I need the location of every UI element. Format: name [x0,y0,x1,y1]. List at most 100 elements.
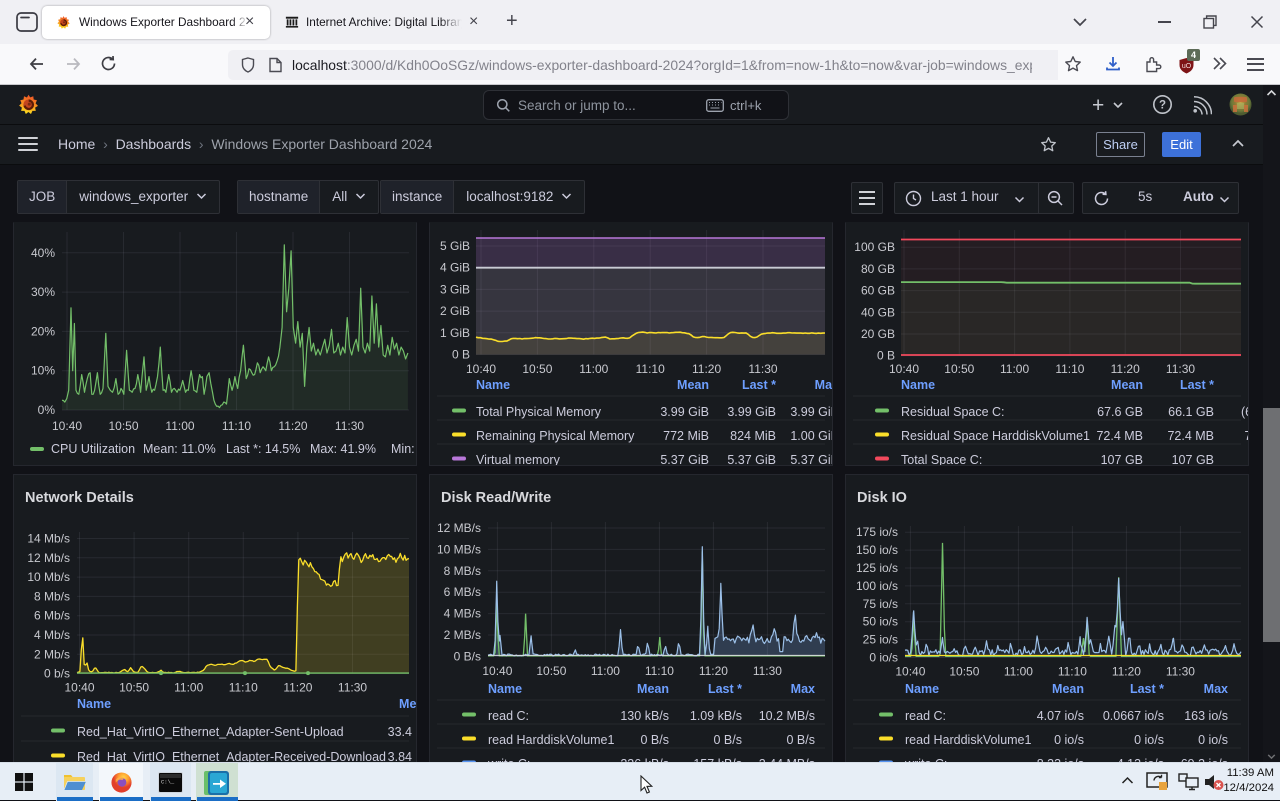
svg-text:10:40: 10:40 [482,664,512,678]
svg-text:4 GiB: 4 GiB [440,261,470,275]
svg-text:14 Mb/s: 14 Mb/s [27,532,70,546]
svg-text:0%: 0% [38,403,56,417]
svg-text:Total Physical Memory: Total Physical Memory [476,405,602,419]
svg-text:69.3 io/s: 69.3 io/s [1181,757,1228,762]
svg-text:?: ? [1159,100,1166,112]
svg-text:150 io/s: 150 io/s [856,543,898,557]
svg-text:0 io/s: 0 io/s [1198,733,1228,747]
svg-text:11:20: 11:20 [278,419,307,433]
svg-text:Last *: Last * [1130,682,1164,696]
svg-text:12 MB/s: 12 MB/s [437,521,481,535]
svg-text:3.84: 3.84 [388,750,412,762]
svg-text:Mean: Mean [677,378,709,392]
svg-text:6 Mb/s: 6 Mb/s [34,609,70,623]
svg-text:0 b/s: 0 b/s [44,667,70,681]
svg-text:0 B/s: 0 B/s [787,733,816,747]
svg-text:Max: Max [1204,682,1228,696]
svg-text:0 B/s: 0 B/s [454,649,481,663]
svg-text:80 GB: 80 GB [861,262,895,276]
svg-text:75 io/s: 75 io/s [863,597,898,611]
svg-text:read C:: read C: [488,709,529,723]
svg-text:3.99 GiB: 3.99 GiB [660,405,709,419]
svg-text:uO: uO [1182,63,1192,70]
svg-text:write C:: write C: [487,757,530,762]
svg-text:163 io/s: 163 io/s [1184,709,1228,723]
svg-text:1 GiB: 1 GiB [440,326,470,340]
svg-text:Mean: Mean [1052,682,1084,696]
svg-text:Mean: Mean [637,682,669,696]
svg-text:10:40: 10:40 [889,362,919,376]
svg-text:0.0667 io/s: 0.0667 io/s [1103,709,1164,723]
svg-text:8 MB/s: 8 MB/s [444,564,481,578]
svg-text:10:50: 10:50 [522,362,552,376]
svg-text:Last *: Last * [1180,378,1214,392]
svg-text:Mean: Mean [399,697,417,711]
svg-text:25 io/s: 25 io/s [863,633,898,647]
svg-text:10:40: 10:40 [52,419,82,433]
svg-text:824 MiB: 824 MiB [730,429,776,443]
svg-text:11:20: 11:20 [692,362,721,376]
svg-text:10.2 MB/s: 10.2 MB/s [759,709,815,723]
svg-text:10 Mb/s: 10 Mb/s [27,570,70,584]
svg-text:11:00: 11:00 [579,362,608,376]
svg-text:Network Details: Network Details [25,490,134,506]
svg-text:10%: 10% [31,364,55,378]
svg-text:11:20: 11:20 [699,664,728,678]
svg-text:Mean: Mean [1111,378,1143,392]
svg-text:130 kB/s: 130 kB/s [620,709,669,723]
svg-text:11:10: 11:10 [1055,362,1084,376]
svg-text:236 kB/s: 236 kB/s [620,757,669,762]
svg-text:10:50: 10:50 [119,681,149,695]
svg-text:10:40: 10:40 [466,362,496,376]
svg-text:10:50: 10:50 [949,665,979,679]
svg-text:11:10: 11:10 [1058,665,1087,679]
svg-text:5.37 GiB: 5.37 GiB [727,453,776,466]
svg-text:2 Mb/s: 2 Mb/s [34,647,70,661]
svg-text:Remaining Physical Memory: Remaining Physical Memory [476,429,635,443]
svg-text:C:\_: C:\_ [161,779,175,786]
svg-text:72.4 MB: 72.4 MB [1167,429,1214,443]
svg-text:Min:: Min: [391,442,415,456]
svg-text:Last *: Last * [708,682,742,696]
svg-text:3.99 GiB: 3.99 GiB [727,405,776,419]
svg-text:4.07 io/s: 4.07 io/s [1037,709,1084,723]
svg-text:write C:: write C: [904,757,947,762]
svg-text:11:00: 11:00 [591,664,620,678]
svg-text:Disk Read/Write: Disk Read/Write [441,490,551,506]
svg-text:10:50: 10:50 [944,362,974,376]
svg-text:Name: Name [488,682,522,696]
svg-text:5.37 GiB: 5.37 GiB [660,453,709,466]
svg-text:Max: Max [791,682,815,696]
svg-text:40%: 40% [31,246,55,260]
svg-text:11:30: 11:30 [753,664,782,678]
svg-text:0 B/s: 0 B/s [641,733,670,747]
svg-text:1.09 kB/s: 1.09 kB/s [690,709,742,723]
svg-text:Disk IO: Disk IO [857,490,907,506]
svg-text:10:50: 10:50 [108,419,138,433]
svg-text:11:10: 11:10 [229,681,258,695]
svg-text:(66.1 GB: (66.1 GB [1241,405,1249,419]
svg-text:157 kB/s: 157 kB/s [693,757,742,762]
svg-text:2 MB/s: 2 MB/s [444,628,481,642]
svg-text:72.4 MB: 72.4 MB [1244,429,1249,443]
svg-text:40 GB: 40 GB [861,305,895,319]
svg-text:Residual Space C:: Residual Space C: [901,405,1005,419]
svg-text:11:10: 11:10 [222,419,251,433]
svg-text:11:30: 11:30 [748,362,777,376]
svg-text:8.33 io/s: 8.33 io/s [1037,757,1084,762]
svg-text:10:50: 10:50 [536,664,566,678]
svg-text:12 Mb/s: 12 Mb/s [27,551,70,565]
svg-text:Virtual memory: Virtual memory [476,453,561,466]
svg-text:read HarddiskVolume1: read HarddiskVolume1 [905,733,1032,747]
svg-text:Last *: Last * [742,378,776,392]
svg-text:4.13 io/s: 4.13 io/s [1117,757,1164,762]
svg-text:100 io/s: 100 io/s [856,579,898,593]
svg-text:67.6 GB: 67.6 GB [1097,405,1143,419]
svg-text:11:10: 11:10 [636,362,665,376]
svg-text:11:20: 11:20 [1111,362,1140,376]
svg-text:11:00: 11:00 [1004,665,1033,679]
svg-text:8 Mb/s: 8 Mb/s [34,589,70,603]
svg-text:33.4: 33.4 [388,725,412,739]
svg-text:11:00: 11:00 [174,681,203,695]
svg-text:6 MB/s: 6 MB/s [444,585,481,599]
